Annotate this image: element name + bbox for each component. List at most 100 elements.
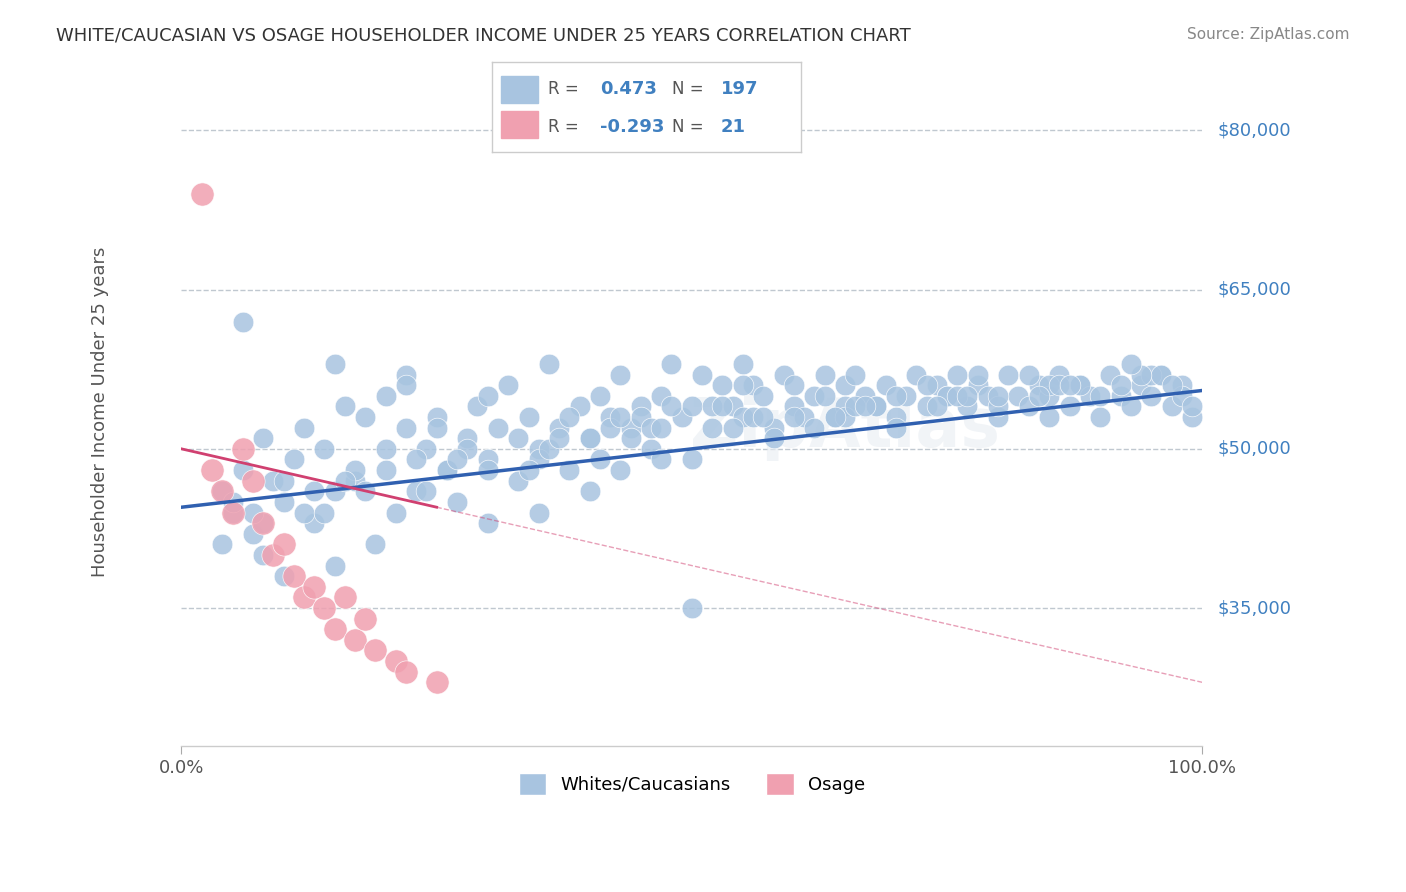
Text: -0.293: -0.293	[600, 118, 665, 136]
Point	[374, 463, 396, 477]
Point	[650, 452, 672, 467]
Point	[1059, 378, 1081, 392]
Point	[925, 400, 948, 414]
Point	[201, 463, 224, 477]
Point	[1130, 378, 1153, 392]
Point	[343, 474, 366, 488]
Point	[354, 612, 377, 626]
Point	[385, 654, 408, 668]
Point	[1160, 378, 1182, 392]
Text: $80,000: $80,000	[1218, 121, 1291, 139]
Point	[620, 431, 643, 445]
Point	[956, 389, 979, 403]
Point	[599, 420, 621, 434]
Point	[946, 368, 969, 382]
Point	[865, 400, 887, 414]
Point	[252, 516, 274, 530]
Point	[834, 378, 856, 392]
Point	[1069, 378, 1091, 392]
Point	[405, 484, 427, 499]
Point	[477, 516, 499, 530]
Point	[844, 400, 866, 414]
Point	[456, 431, 478, 445]
Point	[558, 410, 581, 425]
Point	[803, 389, 825, 403]
Point	[599, 410, 621, 425]
Point	[925, 378, 948, 392]
Point	[671, 410, 693, 425]
Point	[915, 400, 938, 414]
Point	[936, 389, 959, 403]
Point	[630, 410, 652, 425]
Point	[1059, 400, 1081, 414]
Point	[252, 516, 274, 530]
Point	[292, 506, 315, 520]
Point	[426, 410, 449, 425]
Point	[1007, 389, 1029, 403]
Bar	[502, 112, 538, 138]
Point	[1047, 368, 1070, 382]
Point	[681, 452, 703, 467]
Text: $65,000: $65,000	[1218, 281, 1292, 299]
Point	[395, 420, 418, 434]
Point	[681, 400, 703, 414]
Point	[323, 622, 346, 636]
Point	[211, 537, 233, 551]
Point	[1181, 400, 1204, 414]
Point	[415, 442, 437, 456]
Point	[374, 389, 396, 403]
Point	[405, 452, 427, 467]
Point	[946, 389, 969, 403]
Point	[333, 474, 356, 488]
Point	[609, 368, 631, 382]
Point	[527, 506, 550, 520]
Point	[364, 537, 387, 551]
Point	[783, 400, 806, 414]
Point	[1109, 389, 1132, 403]
Point	[640, 420, 662, 434]
Point	[191, 187, 214, 202]
Point	[1028, 389, 1050, 403]
Point	[650, 420, 672, 434]
Point	[548, 420, 571, 434]
Point	[702, 420, 724, 434]
Point	[966, 378, 988, 392]
Point	[283, 569, 305, 583]
Point	[661, 400, 683, 414]
Point	[314, 506, 336, 520]
Legend: Whites/Caucasians, Osage: Whites/Caucasians, Osage	[509, 764, 875, 804]
Point	[242, 506, 264, 520]
Point	[333, 591, 356, 605]
Point	[966, 368, 988, 382]
Point	[772, 368, 794, 382]
Point	[273, 569, 295, 583]
Point	[323, 357, 346, 371]
Point	[1038, 378, 1060, 392]
Point	[283, 452, 305, 467]
Point	[884, 410, 907, 425]
Point	[395, 368, 418, 382]
Point	[415, 484, 437, 499]
Point	[1140, 368, 1163, 382]
Point	[436, 463, 458, 477]
Point	[292, 420, 315, 434]
Point	[517, 463, 540, 477]
Point	[467, 400, 489, 414]
Point	[1038, 410, 1060, 425]
Point	[314, 442, 336, 456]
Bar	[502, 76, 538, 103]
Point	[824, 410, 846, 425]
Point	[936, 389, 959, 403]
Point	[395, 378, 418, 392]
Point	[721, 400, 744, 414]
Point	[1119, 400, 1142, 414]
Point	[508, 474, 530, 488]
Point	[302, 484, 325, 499]
Point	[721, 420, 744, 434]
Point	[374, 442, 396, 456]
Point	[620, 420, 643, 434]
Point	[1171, 389, 1194, 403]
Point	[853, 400, 876, 414]
Point	[578, 484, 600, 499]
Point	[853, 389, 876, 403]
